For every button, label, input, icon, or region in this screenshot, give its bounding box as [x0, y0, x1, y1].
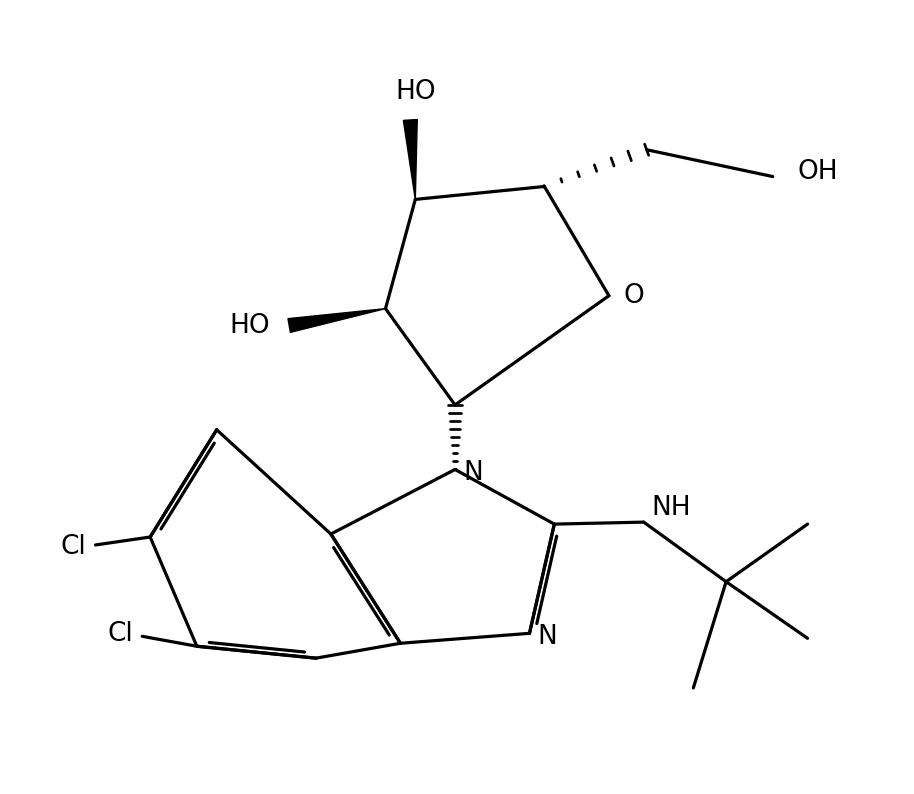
Text: HO: HO — [395, 79, 436, 105]
Polygon shape — [403, 120, 418, 199]
Text: NH: NH — [652, 495, 691, 521]
Text: N: N — [537, 624, 558, 650]
Text: HO: HO — [229, 313, 270, 338]
Text: N: N — [463, 461, 483, 487]
Polygon shape — [288, 309, 386, 333]
Text: Cl: Cl — [108, 622, 133, 647]
Text: O: O — [623, 283, 644, 309]
Text: Cl: Cl — [61, 534, 87, 560]
Text: OH: OH — [797, 159, 838, 184]
